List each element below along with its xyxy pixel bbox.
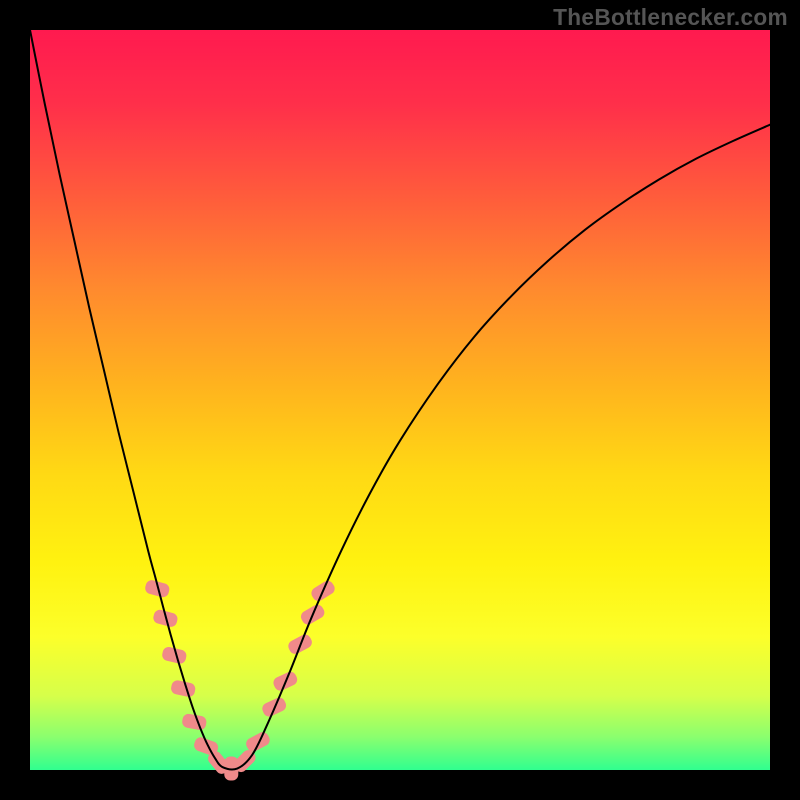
plot-svg — [0, 0, 800, 800]
curve-marker — [170, 679, 196, 698]
curve-marker — [181, 713, 207, 731]
curve-marker — [244, 730, 272, 754]
marker-group — [144, 579, 337, 781]
watermark-text: TheBottlenecker.com — [553, 4, 788, 31]
bottleneck-curve — [30, 30, 770, 769]
chart-stage: TheBottlenecker.com — [0, 0, 800, 800]
